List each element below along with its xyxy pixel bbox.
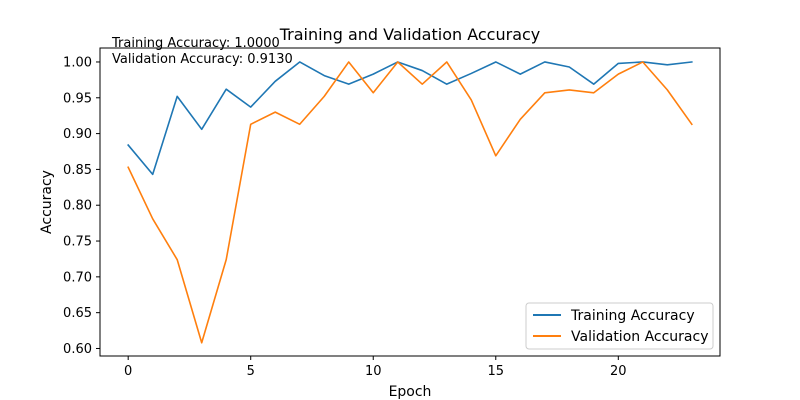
y-tick-label: 0.75 — [63, 235, 92, 250]
plot-frame — [99, 47, 721, 357]
y-tick-label: 0.85 — [63, 163, 92, 178]
y-tick-label: 0.70 — [63, 270, 92, 285]
legend-box — [525, 302, 714, 350]
legend: Training Accuracy Validation Accuracy — [525, 302, 714, 350]
y-tick-label: 1.00 — [63, 55, 92, 70]
x-tick-label: 10 — [365, 364, 382, 379]
x-tick-label: 15 — [487, 364, 504, 379]
y-tick-label: 0.95 — [63, 91, 92, 106]
x-axis-label: Epoch — [389, 384, 432, 400]
x-axis-ticks: 0 5 10 15 20 — [124, 356, 627, 379]
y-axis-label: Accuracy — [39, 170, 55, 234]
y-tick-label: 0.90 — [63, 127, 92, 142]
series-line-1 — [127, 61, 693, 344]
chart-title: Training and Validation Accuracy — [279, 25, 541, 44]
series-line-0 — [127, 61, 693, 176]
x-tick-label: 0 — [124, 364, 132, 379]
x-tick-label: 20 — [610, 364, 627, 379]
validation-accuracy-annotation: Validation Accuracy: 0.9130 — [112, 52, 293, 67]
x-tick-label: 5 — [247, 364, 255, 379]
y-axis-ticks: 0.60 0.65 0.70 0.75 0.80 0.85 0.90 0.95 1.00 — [63, 55, 100, 357]
legend-label-validation: Validation Accuracy — [571, 329, 709, 345]
y-tick-label: 0.80 — [63, 199, 92, 214]
y-tick-label: 0.60 — [63, 342, 92, 357]
legend-label-training: Training Accuracy — [570, 308, 695, 324]
y-tick-label: 0.65 — [63, 306, 92, 321]
training-accuracy-annotation: Training Accuracy: 1.0000 — [111, 36, 280, 51]
plot-lines — [127, 61, 693, 344]
